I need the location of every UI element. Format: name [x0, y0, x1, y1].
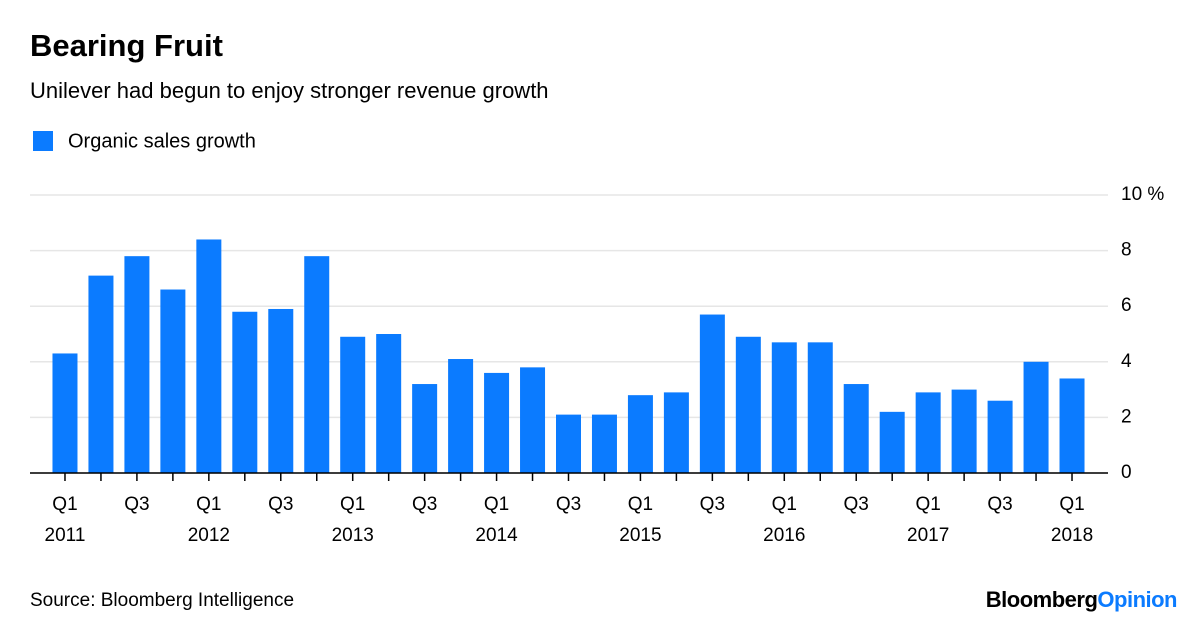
bar [879, 411, 905, 473]
chart-title: Bearing Fruit [30, 28, 223, 63]
y-tick-label: 2 [1121, 406, 1132, 427]
x-tick-label: Q1 2014 [475, 494, 518, 546]
bar [304, 256, 330, 473]
bar [951, 389, 977, 473]
bar [52, 353, 78, 473]
bar [987, 400, 1013, 473]
bar [915, 392, 941, 473]
y-tick-label: 8 [1121, 240, 1132, 261]
bar [591, 414, 617, 473]
x-tick-label: Q1 2011 [45, 494, 86, 546]
bar [268, 308, 294, 473]
bar [807, 342, 833, 473]
x-tick-label: Q3 [844, 494, 869, 515]
bar [735, 336, 761, 473]
bar [1023, 361, 1049, 473]
x-tick-label: Q1 2018 [1051, 494, 1093, 546]
bar [412, 384, 438, 473]
legend-label: Organic sales growth [68, 130, 256, 152]
bar [448, 359, 474, 473]
x-tick-label: Q1 2013 [332, 494, 374, 546]
bar [88, 275, 114, 473]
logo-brand: Bloomberg [986, 587, 1098, 612]
y-tick-label: 6 [1121, 295, 1132, 316]
chart-subtitle: Unilever had begun to enjoy stronger rev… [30, 78, 549, 103]
logo: BloombergOpinion [986, 587, 1177, 612]
bar [376, 334, 402, 473]
y-tick-label: 10 % [1121, 184, 1164, 205]
bar [484, 372, 510, 473]
y-tick-label: 4 [1121, 351, 1132, 372]
bar [771, 342, 797, 473]
x-tick-label: Q3 [124, 494, 149, 515]
bar [520, 367, 546, 473]
bar [196, 239, 222, 473]
x-tick-label: Q3 [412, 494, 437, 515]
x-tick-label: Q3 [987, 494, 1012, 515]
bar [340, 336, 366, 473]
x-tick-label: Q3 [700, 494, 725, 515]
legend-swatch [33, 131, 53, 151]
bar [627, 395, 653, 473]
logo-product: Opinion [1097, 587, 1177, 612]
bar [699, 314, 725, 473]
x-tick-label: Q1 2015 [619, 494, 661, 546]
x-tick-label: Q1 2016 [763, 494, 805, 546]
source: Source: Bloomberg Intelligence [30, 590, 294, 611]
bar [160, 289, 186, 473]
x-tick-label: Q3 [268, 494, 293, 515]
x-tick-label: Q3 [556, 494, 581, 515]
x-tick-label: Q1 2017 [907, 494, 949, 546]
bar [556, 414, 581, 473]
y-tick-label: 0 [1121, 462, 1132, 483]
x-tick-label: Q1 2012 [188, 494, 230, 546]
bar [663, 392, 689, 473]
bar [232, 311, 258, 473]
bar [124, 256, 150, 473]
bar [1059, 378, 1085, 473]
bar [843, 384, 869, 473]
